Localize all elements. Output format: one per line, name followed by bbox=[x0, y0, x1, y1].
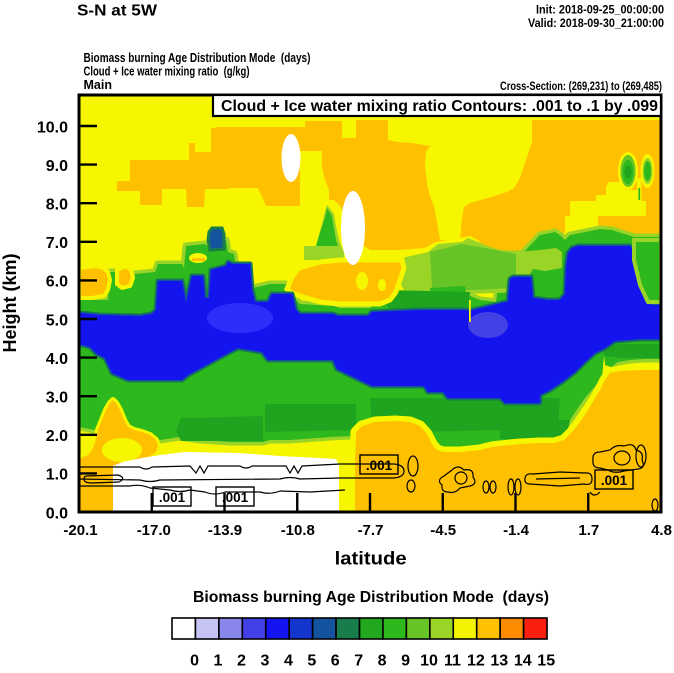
svg-text:1.7: 1.7 bbox=[578, 522, 599, 539]
svg-text:5: 5 bbox=[307, 653, 316, 669]
svg-text:-17.0: -17.0 bbox=[137, 522, 171, 539]
svg-text:7.0: 7.0 bbox=[46, 235, 68, 252]
svg-text:-10.8: -10.8 bbox=[281, 522, 315, 539]
svg-text:Biomass burning Age Distributi: Biomass burning Age Distribution Mode (d… bbox=[193, 589, 549, 606]
svg-text:0: 0 bbox=[190, 653, 199, 669]
svg-text:4.0: 4.0 bbox=[46, 351, 68, 368]
svg-text:5.0: 5.0 bbox=[46, 312, 68, 329]
svg-text:-4.5: -4.5 bbox=[430, 522, 456, 539]
svg-text:13: 13 bbox=[490, 653, 508, 669]
svg-text:-7.7: -7.7 bbox=[358, 522, 384, 539]
svg-text:.001: .001 bbox=[601, 473, 628, 488]
svg-text:7: 7 bbox=[354, 653, 363, 669]
svg-text:8: 8 bbox=[378, 653, 387, 669]
svg-text:8.0: 8.0 bbox=[46, 197, 68, 214]
svg-text:2.0: 2.0 bbox=[46, 428, 68, 445]
svg-text:1: 1 bbox=[214, 653, 223, 669]
svg-text:.001: .001 bbox=[159, 490, 186, 505]
svg-text:-1.4: -1.4 bbox=[503, 522, 530, 539]
svg-text:2: 2 bbox=[237, 653, 246, 669]
svg-text:Valid: 2018-09-30_21:00:00: Valid: 2018-09-30_21:00:00 bbox=[528, 16, 664, 30]
svg-text:.001: .001 bbox=[222, 490, 249, 505]
svg-text:14: 14 bbox=[514, 653, 532, 669]
svg-text:9.0: 9.0 bbox=[46, 158, 68, 175]
svg-text:Cross-Section: (269,231) to (2: Cross-Section: (269,231) to (269,485) bbox=[500, 81, 662, 93]
svg-text:4: 4 bbox=[284, 653, 293, 669]
svg-text:10: 10 bbox=[420, 653, 438, 669]
svg-text:4.8: 4.8 bbox=[651, 522, 672, 539]
svg-text:0.0: 0.0 bbox=[46, 505, 68, 522]
svg-text:S-N at 5W: S-N at 5W bbox=[77, 3, 157, 20]
svg-text:.001: .001 bbox=[366, 458, 393, 473]
svg-text:6: 6 bbox=[331, 653, 340, 669]
svg-text:1.0: 1.0 bbox=[46, 467, 68, 484]
svg-text:9: 9 bbox=[401, 653, 410, 669]
svg-text:10.0: 10.0 bbox=[37, 119, 68, 136]
svg-text:latitude: latitude bbox=[335, 549, 407, 569]
svg-text:Cloud + Ice water mixing ratio: Cloud + Ice water mixing ratio Contours:… bbox=[221, 98, 658, 115]
svg-text:6.0: 6.0 bbox=[46, 274, 68, 291]
svg-text:Cloud + Ice water mixing ratio: Cloud + Ice water mixing ratio (g/kg) bbox=[84, 65, 250, 79]
svg-text:-20.1: -20.1 bbox=[63, 522, 97, 539]
svg-text:Height (km): Height (km) bbox=[0, 253, 20, 352]
svg-text:3.0: 3.0 bbox=[46, 390, 68, 407]
svg-text:-13.9: -13.9 bbox=[208, 522, 242, 539]
svg-text:12: 12 bbox=[467, 653, 485, 669]
svg-text:11: 11 bbox=[444, 653, 461, 669]
svg-text:3: 3 bbox=[260, 653, 269, 669]
svg-text:Main: Main bbox=[84, 78, 112, 92]
svg-text:Init: 2018-09-25_00:00:00: Init: 2018-09-25_00:00:00 bbox=[536, 3, 664, 17]
svg-text:15: 15 bbox=[537, 653, 555, 669]
svg-text:Biomass burning Age Distributi: Biomass burning Age Distribution Mode (d… bbox=[84, 51, 311, 65]
